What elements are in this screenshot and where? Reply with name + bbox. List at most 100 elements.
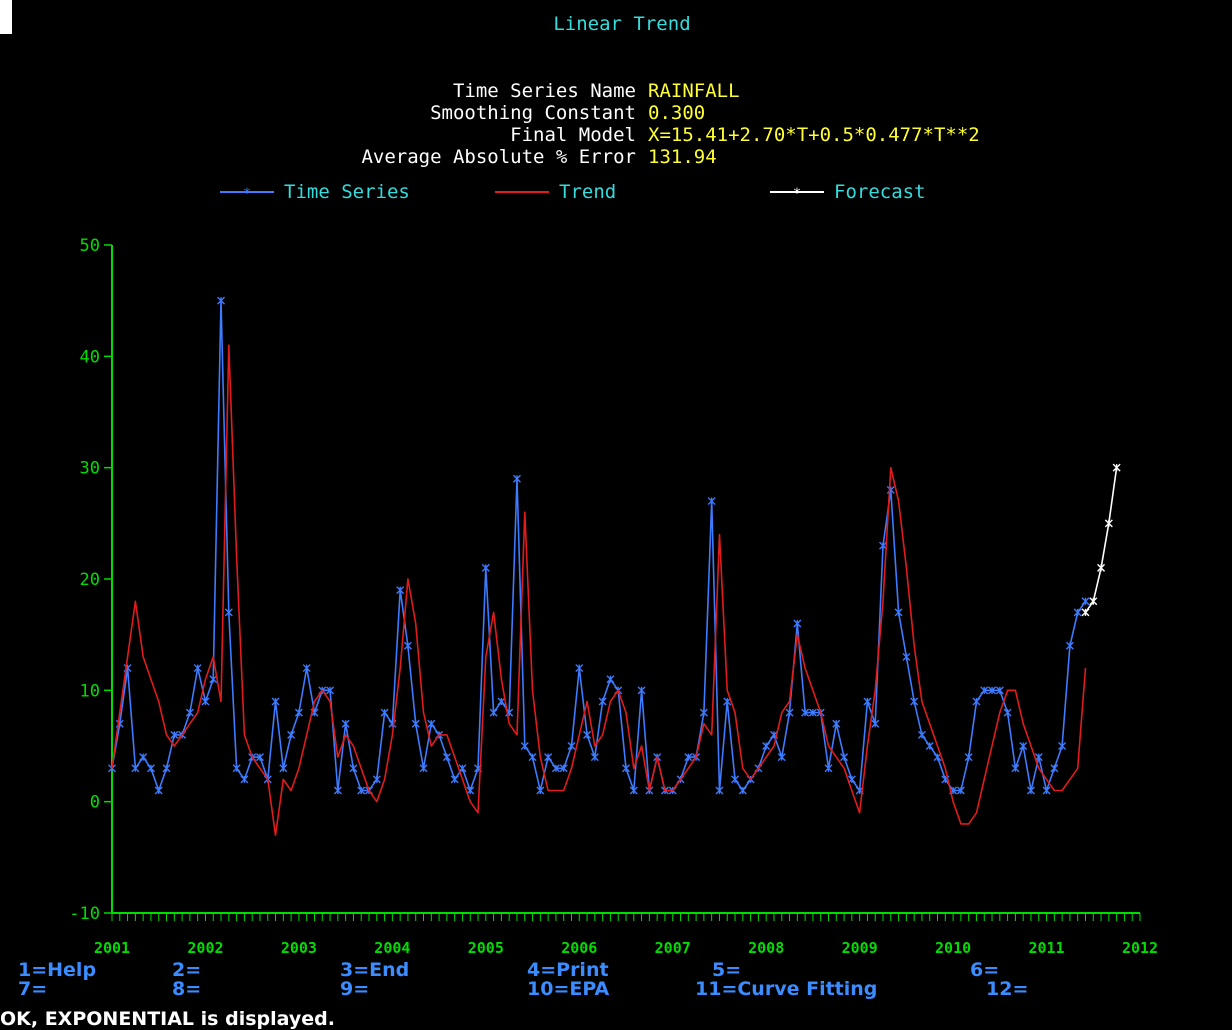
data-point <box>201 697 210 706</box>
data-point <box>1026 786 1035 795</box>
data-point <box>419 764 428 773</box>
fkey-7[interactable]: 7= <box>18 978 48 1000</box>
data-point <box>559 764 568 773</box>
data-point <box>598 697 607 706</box>
data-point <box>349 764 358 773</box>
data-point <box>980 686 989 695</box>
data-point <box>217 296 226 305</box>
data-point <box>1003 708 1012 717</box>
series-line-forecast <box>1084 467 1118 613</box>
data-point <box>956 786 965 795</box>
x-tick-label: 2003 <box>281 939 317 957</box>
data-point <box>255 753 264 762</box>
y-tick-label: 40 <box>80 347 100 367</box>
data-point <box>886 485 895 494</box>
data-point <box>871 719 880 728</box>
data-point <box>1042 786 1051 795</box>
chart-title: Linear Trend <box>553 13 690 35</box>
data-point <box>1011 764 1020 773</box>
legend-marker: * <box>243 186 251 202</box>
y-tick-label: 20 <box>80 570 100 590</box>
data-point <box>832 719 841 728</box>
x-tick-label: 2001 <box>94 939 130 957</box>
x-tick-label: 2010 <box>935 939 971 957</box>
legend-label: Trend <box>559 181 616 203</box>
y-tick-label: 30 <box>80 459 100 479</box>
data-point <box>372 775 381 784</box>
data-point <box>193 664 202 673</box>
fkey-1[interactable]: 1=Help <box>18 959 97 981</box>
data-point <box>840 753 849 762</box>
data-point <box>1081 608 1090 617</box>
data-point <box>294 708 303 717</box>
series-group <box>108 296 1121 836</box>
data-point <box>154 786 163 795</box>
data-point <box>185 708 194 717</box>
x-tick-label: 2009 <box>842 939 878 957</box>
data-point <box>995 686 1004 695</box>
data-point <box>1050 764 1059 773</box>
info-value: 131.94 <box>648 146 717 168</box>
data-point <box>396 586 405 595</box>
data-point <box>801 708 810 717</box>
data-point <box>411 719 420 728</box>
data-point <box>1089 597 1098 606</box>
data-point <box>785 708 794 717</box>
chart: Linear Trend Time Series Name RAINFALL Smo… <box>69 13 1158 957</box>
data-point <box>427 719 436 728</box>
y-tick-label: 50 <box>80 236 100 256</box>
data-point <box>731 775 740 784</box>
fkey-10[interactable]: 10=EPA <box>527 978 610 1000</box>
legend-marker: * <box>793 186 801 202</box>
data-point <box>528 753 537 762</box>
data-point <box>489 708 498 717</box>
data-point <box>824 764 833 773</box>
data-point <box>162 764 171 773</box>
data-point <box>388 719 397 728</box>
data-point <box>575 664 584 673</box>
fkey-8[interactable]: 8= <box>172 978 202 1000</box>
data-point <box>146 764 155 773</box>
data-point <box>910 697 919 706</box>
data-point <box>1112 463 1121 472</box>
data-point <box>863 697 872 706</box>
info-label: Time Series Name <box>453 80 636 102</box>
data-point <box>622 764 630 773</box>
fkey-6[interactable]: 6= <box>970 959 1000 981</box>
data-point <box>606 675 615 684</box>
y-tick-label: -10 <box>69 904 100 924</box>
info-value: RAINFALL <box>648 80 740 102</box>
fkey-4[interactable]: 4=Print <box>527 959 609 981</box>
data-point <box>590 753 599 762</box>
fkey-12[interactable]: 12= <box>986 978 1029 1000</box>
data-point <box>279 764 288 773</box>
data-point <box>481 563 490 572</box>
data-point <box>357 786 366 795</box>
data-point <box>964 753 973 762</box>
data-point <box>442 753 451 762</box>
data-point <box>902 652 911 661</box>
data-point <box>403 641 412 650</box>
data-point <box>684 753 693 762</box>
data-point <box>271 697 280 706</box>
data-point <box>793 619 802 628</box>
data-point <box>512 474 521 483</box>
series-line-time-series <box>111 299 1087 792</box>
fkey-5[interactable]: 5= <box>712 959 742 981</box>
x-tick-label: 2011 <box>1028 939 1064 957</box>
fkey-2[interactable]: 2= <box>172 959 202 981</box>
data-point <box>209 675 218 684</box>
data-point <box>1065 641 1074 650</box>
data-point <box>972 697 981 706</box>
data-point <box>520 742 529 750</box>
info-value: X=15.41+2.70*T+0.5*0.477*T**2 <box>648 124 980 146</box>
fkey-11[interactable]: 11=Curve Fitting <box>695 978 878 1000</box>
series-line-trend <box>111 344 1087 836</box>
data-point <box>131 764 140 773</box>
fkey-3[interactable]: 3=End <box>340 959 410 981</box>
data-point <box>715 786 724 795</box>
fkey-9[interactable]: 9= <box>340 978 370 1000</box>
y-tick-label: 0 <box>90 793 100 813</box>
info-value: 0.300 <box>648 102 705 124</box>
